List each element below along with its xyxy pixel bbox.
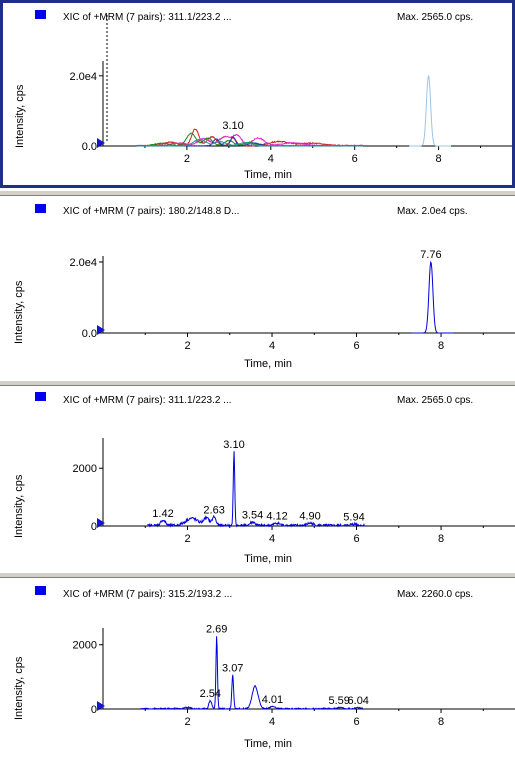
y-tick-label: 2.0e4 [69,257,97,269]
x-tick-label: 2 [184,716,190,728]
y-tick-label: 2000 [73,640,97,652]
max-intensity-label: Max. 2260.0 cps. [397,589,473,600]
x-tick-label: 2 [184,340,190,352]
peak-label: 5.94 [343,511,364,523]
pane-marker-icon [35,392,46,401]
series-trace [136,138,364,147]
chromatogram-pane-4[interactable]: XIC of +MRM (7 pairs): 315.2/193.2 ... M… [0,578,515,758]
x-tick-label: 2 [184,153,190,165]
y-tick-label: 0 [91,521,97,533]
x-tick-label: 4 [268,153,274,165]
x-tick-label: 8 [438,716,444,728]
y-tick-label: 0.0 [82,328,97,340]
pane-separator[interactable] [0,190,515,196]
x-axis-label: Time, min [244,169,292,181]
series-trace [140,636,364,711]
peak-label: 3.07 [222,662,243,674]
peak-label: 4.12 [266,511,287,523]
x-tick-label: 6 [352,153,358,165]
x-tick-label: 6 [353,716,359,728]
peak-label: 3.54 [242,510,263,522]
max-intensity-label: Max. 2565.0 cps. [397,395,473,406]
series-trace [136,128,364,148]
pane-separator[interactable] [0,572,515,578]
chart-4: XIC of +MRM (7 pairs): 315.2/193.2 ... M… [13,586,515,750]
chromatogram-pane-2[interactable]: XIC of +MRM (7 pairs): 180.2/148.8 D... … [0,196,515,379]
peak-label: 2.63 [203,504,224,516]
pane-title: XIC of +MRM (7 pairs): 311.1/223.2 ... [63,12,232,23]
x-tick-label: 8 [438,533,444,545]
peak-label: 4.90 [299,511,320,523]
peak-label: 3.10 [223,439,244,451]
chromatogram-pane-3[interactable]: XIC of +MRM (7 pairs): 311.1/223.2 ... M… [0,386,515,571]
y-tick-label: 0.0 [82,141,97,153]
y-axis-label: Intensity, cps [13,474,25,538]
y-axis-label: Intensity, cps [13,280,25,344]
y-axis-label: Intensity, cps [13,656,25,720]
x-tick-label: 4 [269,533,275,545]
pane-marker-icon [35,10,46,19]
peak-label: 4.01 [262,694,283,706]
x-tick-label: 2 [184,533,190,545]
peak-label: 2.69 [206,623,227,635]
max-intensity-label: Max. 2565.0 cps. [397,12,473,23]
x-axis-label: Time, min [244,358,292,370]
y-tick-label: 0 [91,704,97,716]
x-axis-label: Time, min [244,738,292,750]
peak-label: 3.10 [222,120,243,132]
pane-separator[interactable] [0,380,515,386]
x-tick-label: 6 [353,340,359,352]
x-tick-label: 6 [353,533,359,545]
x-tick-label: 8 [438,340,444,352]
series-trace [409,74,451,147]
series-trace [147,451,365,528]
x-axis-label: Time, min [244,553,292,565]
peak-label: 5.59 [329,695,350,707]
pane-marker-icon [35,586,46,595]
max-intensity-label: Max. 2.0e4 cps. [397,206,468,217]
pane-title: XIC of +MRM (7 pairs): 311.1/223.2 ... [63,395,232,406]
y-tick-label: 2000 [73,463,97,475]
x-tick-label: 4 [269,340,275,352]
series-trace [411,260,454,334]
pane-marker-icon [35,204,46,213]
y-axis-label: Intensity, cps [14,84,26,148]
x-tick-label: 8 [436,153,442,165]
peak-label: 1.42 [152,508,173,520]
peak-label: 2.54 [200,688,221,700]
peak-label: 7.76 [420,249,441,261]
chromatogram-pane-1[interactable]: XIC of +MRM (7 pairs): 311.1/223.2 ... M… [0,0,515,188]
x-tick-label: 4 [269,716,275,728]
peak-label: 6.04 [348,695,369,707]
chart-1: XIC of +MRM (7 pairs): 311.1/223.2 ... M… [14,10,512,181]
chart-2: XIC of +MRM (7 pairs): 180.2/148.8 D... … [13,204,515,370]
pane-title: XIC of +MRM (7 pairs): 315.2/193.2 ... [63,589,232,600]
chart-3: XIC of +MRM (7 pairs): 311.1/223.2 ... M… [13,392,515,565]
pane-title: XIC of +MRM (7 pairs): 180.2/148.8 D... [63,206,239,217]
y-tick-label: 2.0e4 [69,71,97,83]
